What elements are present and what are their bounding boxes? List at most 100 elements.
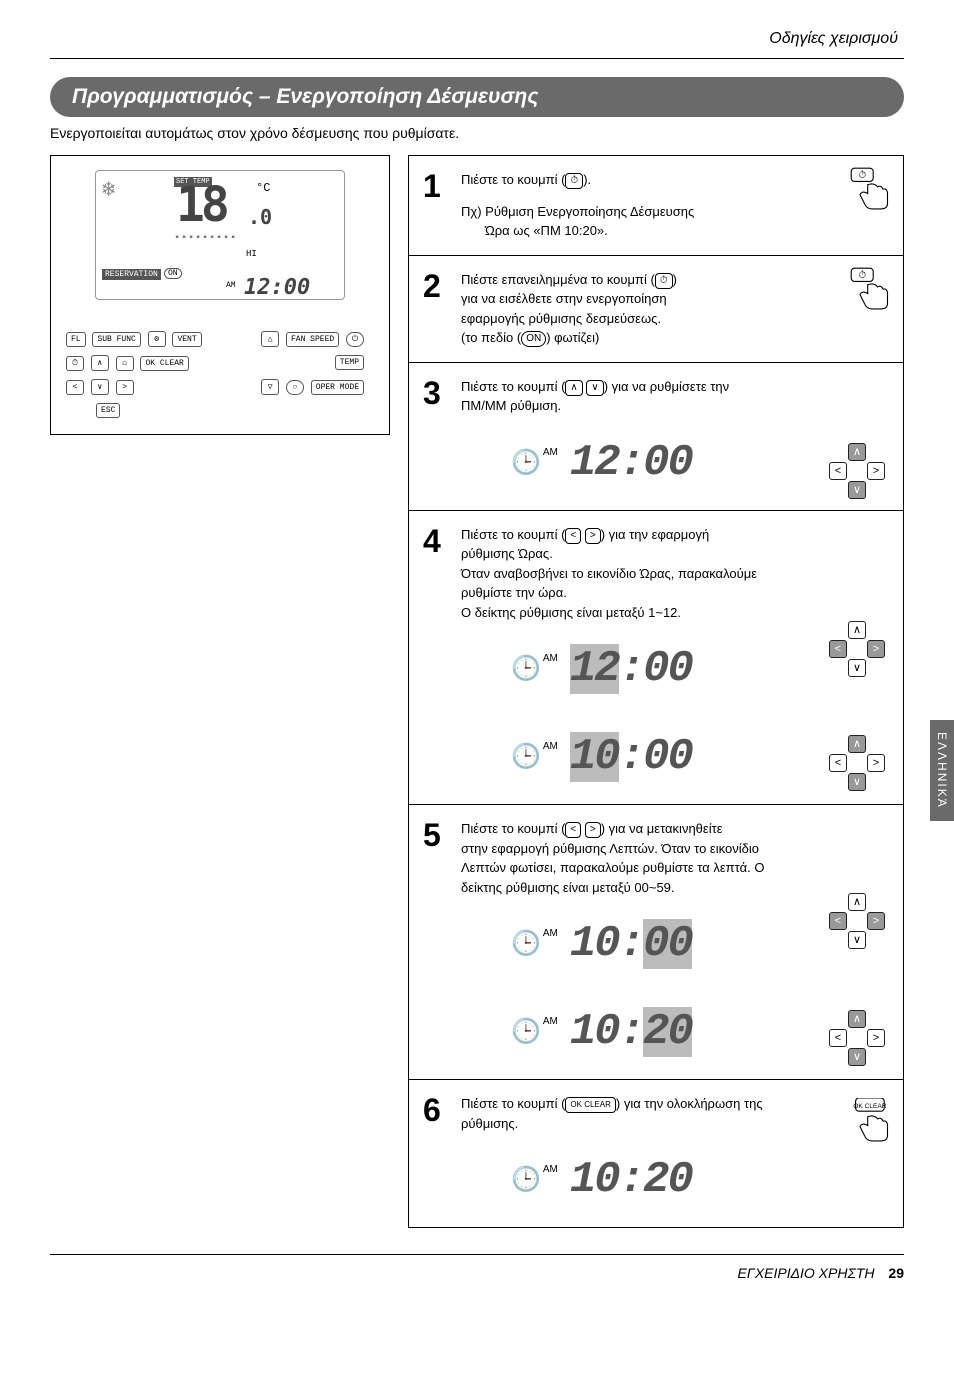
dpad-icon: ∧ ∨ < > [829,893,885,949]
okclear-key: OK CLEAR [565,1097,615,1113]
dpad-up: ∧ [848,443,866,461]
dpad-down: ∨ [848,481,866,499]
temp-up: △ [261,331,279,347]
seg-time: 10:20 [570,1147,692,1213]
s4-l3: Όταν αναβοσβήνει το εικονίδιο Ώρας, παρα… [461,566,757,581]
dpad-up: ∧ [848,893,866,911]
step-5: 5 Πιέστε το κουμπί (< >) για να μετακινη… [409,805,903,1080]
fanspeed-button: FAN SPEED [286,332,339,347]
okclear-button: OK CLEAR [140,356,188,371]
s2-l1a: Πιέστε επανειλημμένα το κουμπί ( [461,272,655,287]
dpad-down: ∨ [848,659,866,677]
clock-icon: 🕒AM [511,739,558,775]
hand-pointer-icon: OK CLEAR [849,1098,893,1142]
header-context: Οδηγίες χειρισμού [50,30,904,48]
dpad-left: < [829,640,847,658]
am-indicator: AM [543,741,558,752]
up-key-icon: ∧ [565,380,582,396]
temp-down: ▽ [261,379,279,395]
dpad-left: < [829,754,847,772]
dpad-down: ∨ [848,1048,866,1066]
dpad-up: ∧ [848,621,866,639]
s6-l2: ρύθμισης. [461,1116,518,1131]
dpad-left: < [829,1029,847,1047]
s4-l5: Ο δείκτης ρύθμισης είναι μεταξύ 1~12. [461,605,681,620]
am-indicator: AM [543,1164,558,1175]
temp-value: 18 [176,177,226,233]
s5-l2: στην εφαρμογή ρύθμισης Λεπτών. Όταν το ε… [461,841,759,856]
left-key-icon: < [565,822,581,838]
dpad-down: ∨ [848,931,866,949]
dpad-down: ∨ [848,773,866,791]
s1-example-b: Ώρα ως «ΠΜ 10:20». [461,221,889,241]
lcd-time: 12:00 [244,275,310,300]
opermode-button: OPER MODE [311,380,364,395]
s3-l1b: ) για να ρυθμίσετε την [604,379,729,394]
fl-button: FL [66,332,86,347]
dpad-up: ∧ [848,735,866,753]
temp-frac: .0 [248,205,272,229]
bar-indicator: ▪▪▪▪▪▪▪▪▪ [174,233,237,244]
step-6: 6 Πιέστε το κουμπί (OK CLEAR) για την ολ… [409,1080,903,1227]
s6-l1b: ) για την ολοκλήρωση της [616,1096,763,1111]
clock-icon: 🕒AM [511,1162,558,1198]
am-indicator: AM [543,447,558,458]
s4-l2: ρύθμισης Ώρας. [461,546,553,561]
seg-time: 10:20 [570,999,692,1065]
footer-text: ΕΓΧΕΙΡΙΔΙΟ ΧΡΗΣΤΗ [738,1265,875,1281]
clock-button: ⏱ [66,356,84,371]
dpad-icon: ∧ ∨ < > [829,1010,885,1066]
power-button: ⏻ [346,332,364,347]
seg-time: 10:00 [570,911,692,977]
on-key: ON [521,331,546,347]
s5-l1b: ) για να μετακινηθείτε [601,821,723,836]
clock-icon: 🕒AM [511,1014,558,1050]
step-2: 2 Πιέστε επανειλημμένα το κουμπί (⏱) για… [409,256,903,363]
home-button: ⌂ [116,356,134,371]
dpad-up: ∧ [848,1010,866,1028]
subfunc-button: SUB FUNC [92,332,140,347]
intro-text: Ενεργοποιείται αυτομάτως στον χρόνο δέσμ… [50,125,904,141]
s2-l3: εφαρμογής ρύθμισης δεσμεύσεως. [461,311,661,326]
dpad-left: < [829,912,847,930]
nav-down: ∨ [91,379,109,395]
s5-l3: Λεπτών φωτίσει, παρακαλούμε ρυθμίστε τα … [461,860,764,875]
clock-icon: 🕒AM [511,651,558,687]
am-indicator: AM [543,928,558,939]
dpad-icon: ∧ ∨ < > [829,735,885,791]
s1-text-a: Πιέστε το κουμπί ( [461,172,565,187]
down-key-icon: ∨ [586,380,603,396]
am-label: AM [226,281,236,290]
s1-example-a: Πχ) Ρύθμιση Ενεργοποίησης Δέσμευσης [461,202,889,222]
right-key-icon: > [585,822,601,838]
s4-l1a: Πιέστε το κουμπί ( [461,527,565,542]
gear-button: ⚙ [148,331,166,347]
s3-l1a: Πιέστε το κουμπί ( [461,379,565,394]
hi-label: HI [246,249,257,259]
dpad-right: > [867,462,885,480]
remote-illustration: ❄ SET TEMP 18 .0 °C ▪▪▪▪▪▪▪▪▪ HI RESERVA… [50,155,390,435]
esc-button: ESC [96,403,120,418]
svg-text:OK CLEAR: OK CLEAR [853,1103,887,1110]
page-number: 29 [888,1265,904,1281]
seg-time: 10:00 [570,724,692,790]
step-4: 4 Πιέστε το κουμπί (< >) για την εφαρμογ… [409,511,903,806]
dpad-icon: ∧ ∨ < > [829,443,885,499]
step-number: 3 [423,377,451,496]
s4-l1b: ) για την εφαρμογή [601,527,710,542]
step-number: 2 [423,270,451,348]
left-key-icon: < [565,528,581,544]
language-tab: ΕΛΛΗΝΙΚΆ [930,720,954,821]
hand-pointer-icon: ⏱ [849,266,893,310]
step-number: 5 [423,819,451,1065]
nav-up: ∧ [91,355,109,371]
s5-l1a: Πιέστε το κουμπί ( [461,821,565,836]
svg-text:⏱: ⏱ [858,170,866,181]
s1-text-b: ). [583,172,591,187]
dpad-icon: ∧ ∨ < > [829,621,885,677]
clock-icon: 🕒AM [511,445,558,481]
page-footer: ΕΓΧΕΙΡΙΔΙΟ ΧΡΗΣΤΗ 29 [50,1254,904,1281]
clock-key-icon: ⏱ [655,273,673,289]
circle-button: ○ [286,380,304,395]
clock-icon: 🕒AM [511,926,558,962]
